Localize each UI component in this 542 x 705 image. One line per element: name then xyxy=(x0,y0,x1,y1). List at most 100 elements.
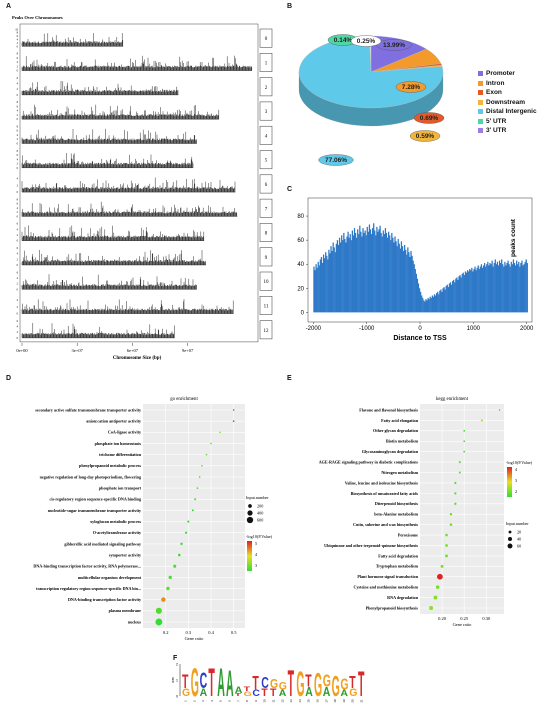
y-tick-label: 0 xyxy=(17,118,19,121)
histogram-bar xyxy=(518,261,520,313)
logo-letter-a: A xyxy=(305,684,313,699)
histogram-bar xyxy=(474,266,476,313)
kegg-enrichment-chart: kegg enrichment Flavone and flavonol bios… xyxy=(319,397,533,627)
logo-letter-t: T xyxy=(244,685,251,693)
y-tick-label: 4 xyxy=(17,253,19,256)
histogram-bar xyxy=(509,266,511,313)
histogram-bar xyxy=(432,296,435,313)
logo-position-label: 14 xyxy=(298,699,302,703)
histogram-bar xyxy=(510,261,512,313)
enrichment-point xyxy=(232,420,235,422)
histogram-bar xyxy=(505,265,507,313)
plot-background xyxy=(143,404,245,628)
enrichment-point xyxy=(435,585,440,589)
y-tick-label: 0 xyxy=(17,215,19,218)
logo-letter-c: C xyxy=(200,668,208,694)
y-tick-label: 6 xyxy=(17,77,19,80)
logo-letter-g: G xyxy=(279,680,287,692)
histogram-bar xyxy=(484,263,486,313)
logo-letter-a: A xyxy=(340,689,348,699)
chromosome-label-2: 2 xyxy=(265,86,268,91)
y-tick-label: 10 xyxy=(15,28,18,31)
histogram-bar xyxy=(452,281,454,313)
enrichment-point xyxy=(445,544,448,547)
x-tick-label: 6e+07 xyxy=(127,348,139,353)
y-tick-label: 4 xyxy=(17,158,19,161)
x-tick-label: -1000 xyxy=(359,326,375,332)
y-tick-label: 2 xyxy=(17,65,19,68)
histogram-bar xyxy=(433,294,436,313)
enrichment-point xyxy=(454,481,457,485)
chromosome-label-0: 0 xyxy=(265,37,268,42)
panel-label-b: B xyxy=(287,3,293,10)
histogram-bar xyxy=(500,263,502,313)
histogram-bar xyxy=(343,232,345,313)
histogram-bar xyxy=(367,231,369,313)
chromosome-track-3: 024 68 xyxy=(17,101,220,121)
logo-letter-c: C xyxy=(252,689,260,699)
chromosome-strip-5 xyxy=(259,150,273,170)
histogram-bar xyxy=(390,240,392,313)
histogram-bar xyxy=(470,270,472,313)
chromosome-peaks-2 xyxy=(21,80,179,95)
pie-value-label: 0.25% xyxy=(357,38,376,45)
histogram-bar xyxy=(362,228,364,313)
histogram-bar xyxy=(380,232,382,313)
x-axis-label: Gene ratio xyxy=(453,622,473,627)
legend-swatch xyxy=(478,90,483,95)
x-axis-label: Gene ratio xyxy=(185,636,205,641)
legend-swatch xyxy=(478,71,483,76)
color-legend-bar xyxy=(507,467,512,497)
histogram-bar xyxy=(445,285,447,313)
histogram-bar xyxy=(382,230,384,313)
chromosome-strip-10 xyxy=(259,271,273,291)
y-tick-label: 0 xyxy=(17,45,19,48)
histogram-bar xyxy=(447,287,449,313)
legend-label: 3' UTR xyxy=(486,127,507,134)
legend-label: 5' UTR xyxy=(486,117,507,125)
legend-item-distal-intergenic: Distal Intergenic xyxy=(478,108,537,115)
category-label: negative regulation of long-day photoper… xyxy=(40,474,141,479)
pie-top xyxy=(298,35,444,109)
category-label: plasma membrane xyxy=(109,608,142,613)
legend-swatch xyxy=(478,109,483,114)
histogram-bar xyxy=(378,229,380,313)
y-tick-label: 4 xyxy=(17,38,19,41)
y-tick-label: 6 xyxy=(17,223,19,226)
histogram-bar xyxy=(351,230,353,313)
x-tick-label: -2000 xyxy=(306,326,322,332)
logo-letter-g: G xyxy=(182,687,190,699)
chromosome-track-2: 0 2 4 6 xyxy=(17,77,179,97)
histogram-bar xyxy=(507,260,509,313)
enrichment-point xyxy=(454,502,457,505)
logo-letter-t: T xyxy=(305,672,312,691)
histogram-bar xyxy=(476,267,478,313)
histogram-bar xyxy=(379,225,381,313)
category-label: Biosynthesis of unsaturated fatty acids xyxy=(351,491,419,496)
logo-position-label: 18 xyxy=(333,699,337,703)
logo-letter-t: T xyxy=(349,673,356,692)
category-label: phosphate ion homeostasis xyxy=(95,441,142,446)
category-label: Plant hormone signal transduction xyxy=(357,574,418,579)
chart-title: go enrichment xyxy=(170,397,198,402)
color-legend-label: 4 xyxy=(515,467,518,472)
x-tick-label: 3e+07 xyxy=(72,348,84,353)
histogram-bar xyxy=(414,269,416,313)
y-tick-label: 0 xyxy=(17,191,19,194)
histogram-bar xyxy=(439,290,441,313)
logo-position-label: 15 xyxy=(307,699,311,703)
logo-letter-a: A xyxy=(323,684,331,699)
histogram-bar xyxy=(344,238,346,313)
histogram-bar xyxy=(413,264,415,313)
logo-position-label: 10 xyxy=(263,699,267,703)
chromosome-peaks-4 xyxy=(21,128,197,144)
enrichment-point xyxy=(463,450,466,453)
histogram-bar xyxy=(426,300,428,313)
histogram-bar xyxy=(453,279,455,313)
y-tick-label: 0 xyxy=(17,264,19,267)
enrichment-point xyxy=(161,597,166,602)
y-tick-label: 4 xyxy=(17,326,19,329)
histogram-bar xyxy=(400,241,403,313)
logo-position-label: 21 xyxy=(360,699,364,703)
logo-position-label: 13 xyxy=(289,699,293,703)
